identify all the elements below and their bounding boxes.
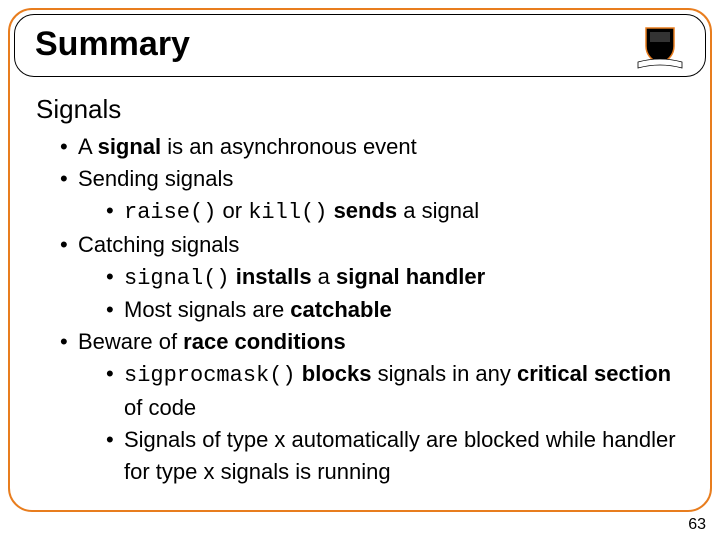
code-text: raise() <box>124 200 216 225</box>
bullet-item: Sending signals raise() or kill() sends … <box>60 163 684 229</box>
text: a signal <box>397 198 479 223</box>
text: of code <box>124 395 196 420</box>
text: signals in any <box>371 361 517 386</box>
slide-title: Summary <box>35 25 685 64</box>
bold-text: race conditions <box>183 329 346 354</box>
slide-content: Signals A signal is an asynchronous even… <box>36 94 684 488</box>
bullet-item: Catching signals signal() installs a sig… <box>60 229 684 327</box>
code-text: sigprocmask() <box>124 363 296 388</box>
bullet-list-lvl1: A signal is an asynchronous event Sendin… <box>60 131 684 488</box>
text: Catching signals <box>78 232 239 257</box>
code-text: signal() <box>124 266 230 291</box>
bold-text: signal handler <box>336 264 485 289</box>
text: A <box>78 134 98 159</box>
bold-text: critical section <box>517 361 671 386</box>
bullet-list-lvl2: raise() or kill() sends a signal <box>106 195 684 229</box>
title-box: Summary <box>14 14 706 77</box>
text: Most signals are <box>124 297 290 322</box>
bullet-list-lvl2: sigprocmask() blocks signals in any crit… <box>106 358 684 488</box>
text: is an asynchronous event <box>161 134 417 159</box>
bullet-item: A signal is an asynchronous event <box>60 131 684 163</box>
bullet-list-lvl2: signal() installs a signal handler Most … <box>106 261 684 327</box>
bullet-item: sigprocmask() blocks signals in any crit… <box>106 358 684 424</box>
text: Sending signals <box>78 166 233 191</box>
bullet-item: Beware of race conditions sigprocmask() … <box>60 326 684 487</box>
bold-text: blocks <box>302 361 372 386</box>
code-text: kill() <box>248 200 327 225</box>
section-heading: Signals <box>36 94 684 125</box>
bullet-item: Most signals are catchable <box>106 294 684 326</box>
bullet-item: raise() or kill() sends a signal <box>106 195 684 229</box>
bullet-item: Signals of type x automatically are bloc… <box>106 424 684 488</box>
princeton-shield-icon <box>632 24 688 72</box>
slide-frame: Summary Signals A signal is an asynchron… <box>8 8 712 512</box>
text: a <box>312 264 336 289</box>
text: Signals of type x automatically are bloc… <box>124 427 676 484</box>
bold-text: signal <box>98 134 162 159</box>
bold-text: catchable <box>290 297 392 322</box>
bullet-item: signal() installs a signal handler <box>106 261 684 295</box>
text: or <box>216 198 248 223</box>
bold-text: installs <box>236 264 312 289</box>
page-number: 63 <box>688 516 706 534</box>
text: Beware of <box>78 329 183 354</box>
bold-text: sends <box>334 198 398 223</box>
